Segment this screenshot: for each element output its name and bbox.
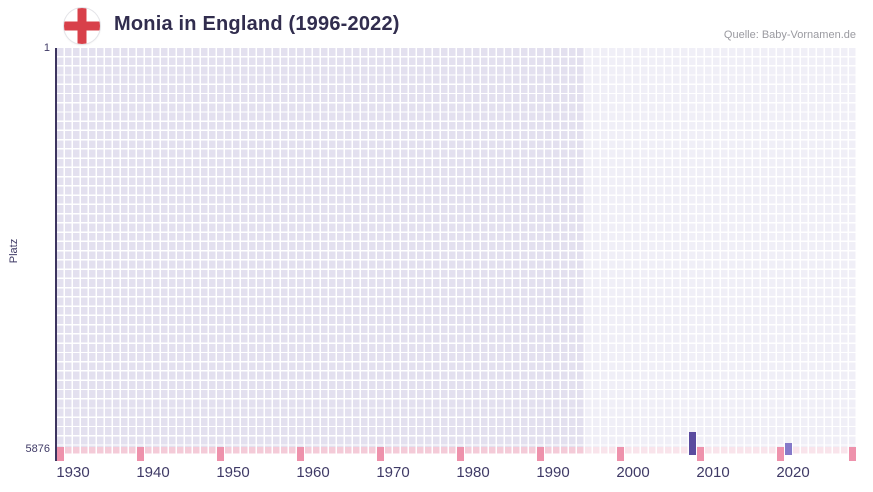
- y-axis-min-tick: 5876: [25, 443, 50, 455]
- x-tick-1940: 1940: [136, 464, 170, 481]
- plot-area: [57, 48, 857, 461]
- baseline-decade-mark-1938: [137, 447, 144, 461]
- baseline-decade-mark-1998: [617, 447, 624, 461]
- baseline-decade-mark-1948: [217, 447, 224, 461]
- x-tick-1990: 1990: [536, 464, 570, 481]
- decade-marks-layer: [57, 48, 857, 461]
- baseline-decade-mark-2008: [697, 447, 704, 461]
- x-tick-2000: 2000: [616, 464, 650, 481]
- chart-title: Monia in England (1996-2022): [114, 13, 400, 35]
- x-tick-1960: 1960: [296, 464, 330, 481]
- grid-lines: [57, 48, 857, 455]
- y-axis-label: Platz: [8, 238, 20, 264]
- y-axis-max-tick: 1: [43, 42, 50, 54]
- baseline-decade-mark-2018: [777, 447, 784, 461]
- x-tick-1980: 1980: [456, 464, 490, 481]
- rank-bar-2019: [785, 443, 792, 455]
- baseline-decade-mark-1958: [297, 447, 304, 461]
- source-credit: Quelle: Baby-Vornamen.de: [723, 29, 856, 41]
- bars-layer: [57, 48, 857, 455]
- x-axis-ticks: 1930 1940 1950 1960 1970 1980 1990 2000 2010 2020: [56, 462, 857, 488]
- baseline-decade-mark-1988: [537, 447, 544, 461]
- rank-bar-2007: [689, 431, 696, 455]
- x-tick-1950: 1950: [216, 464, 250, 481]
- baseline-decade-mark-2027: [849, 447, 856, 461]
- flag-cross-vertical: [77, 8, 87, 44]
- baseline-decade-mark-1978: [457, 447, 464, 461]
- x-tick-1930: 1930: [56, 464, 90, 481]
- x-tick-2010: 2010: [696, 464, 730, 481]
- baseline-decade-mark-1968: [377, 447, 384, 461]
- x-tick-1970: 1970: [376, 464, 410, 481]
- x-tick-2020: 2020: [776, 464, 810, 481]
- y-axis-line: [55, 48, 57, 461]
- england-flag-icon: [64, 8, 100, 44]
- baseline-decade-mark-1928: [57, 447, 64, 461]
